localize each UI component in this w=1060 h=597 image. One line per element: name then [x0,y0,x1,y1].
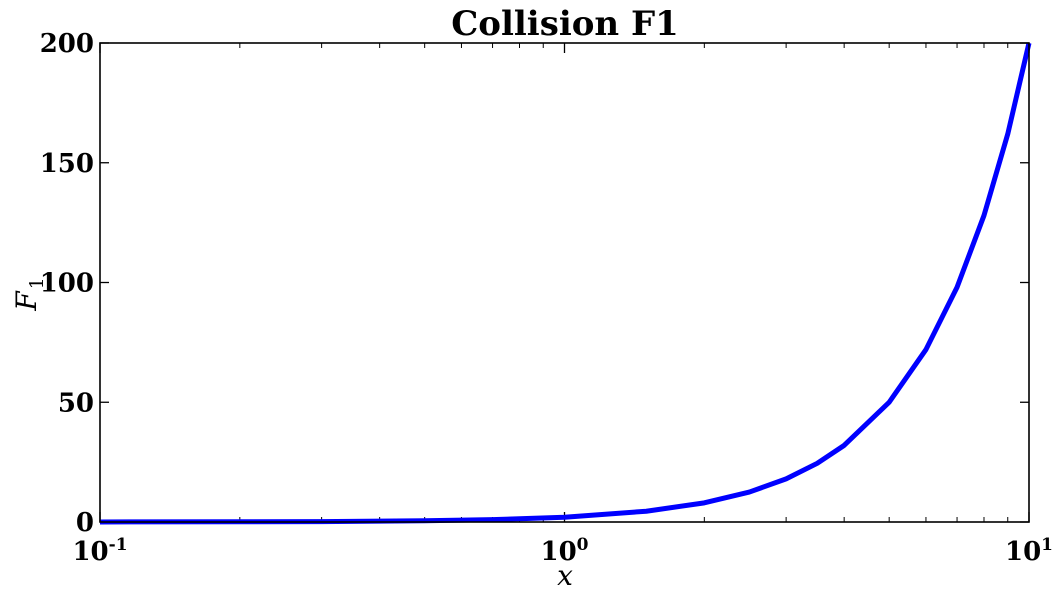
tick-layer [99,42,1030,523]
x-tick-label: 100 [540,535,588,567]
x-tick-label-base: 10 [72,537,108,567]
x-axis-label: x [557,559,573,592]
x-tick-label-exponent: 1 [1041,535,1053,555]
x-tick-label-exponent: -1 [109,535,128,555]
x-tick-label: 101 [1005,535,1053,567]
x-tick-label: 10-1 [72,535,127,567]
plot-frame [99,42,1030,523]
y-tick-label: 200 [40,29,94,59]
x-tick-label-exponent: 0 [577,535,589,555]
y-tick-label: 150 [40,149,94,179]
y-axis-label-group: F1 [10,277,48,312]
series-line [99,42,1032,525]
y-tick-label: 50 [58,388,94,418]
ytick-label-layer: 0 50 100 150 200 [40,29,94,538]
x-tick-label-base: 10 [540,537,576,567]
y-axis-label-subscript: 1 [26,277,48,289]
y-tick-label: 100 [40,269,94,299]
y-axis-label-main: F [10,290,43,312]
y-axis-label: F1 [10,277,48,312]
xtick-label-layer: 10-1 100 101 [72,535,1053,567]
x-tick-label-base: 10 [1005,537,1041,567]
y-tick-label: 0 [76,508,94,538]
chart-title: Collision F1 [451,4,679,44]
